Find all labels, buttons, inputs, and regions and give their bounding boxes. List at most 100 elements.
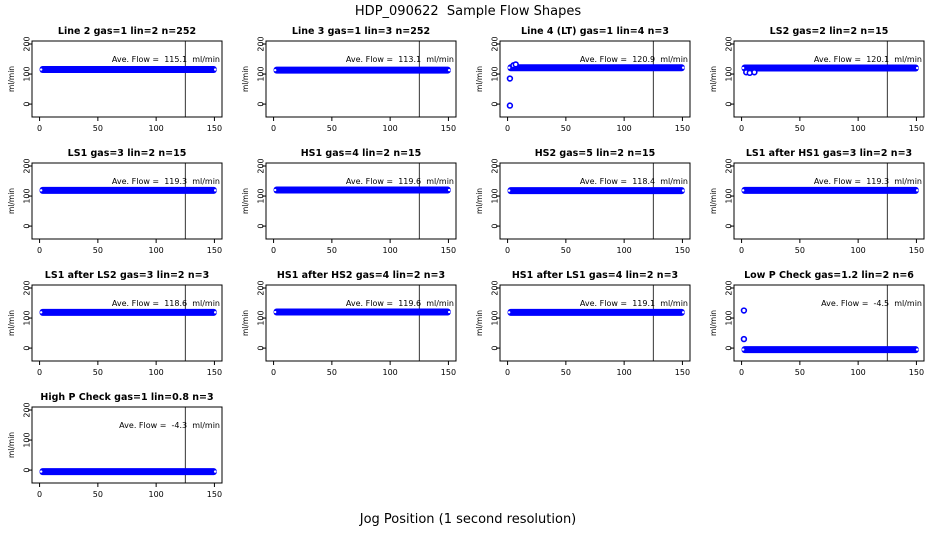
panel-title: HS1 after HS2 gas=4 lin=2 n=3 [277, 270, 445, 281]
x-tick-label: 150 [207, 490, 222, 499]
flow-panel: LS1 gas=3 lin=2 n=15 0 100 200 0 50 100 150 ml/m… [7, 148, 223, 255]
plot-cell: HS1 after LS1 gas=4 lin=2 n=3 0 100 200 0 50 1… [468, 266, 702, 388]
plot-cell: LS2 gas=2 lin=2 n=15 0 100 200 0 50 100 150 ml/m… [702, 22, 936, 144]
flow-panel: LS1 after HS1 gas=3 lin=2 n=3 0 100 200 0 50 1… [709, 148, 925, 255]
y-tick-label: 200 [23, 36, 32, 51]
plot-cell: LS1 after LS2 gas=3 lin=2 n=3 0 100 200 0 50 1… [0, 266, 234, 388]
x-tick-label: 50 [327, 246, 337, 255]
x-tick-label: 0 [505, 368, 510, 377]
panel-title: LS1 gas=3 lin=2 n=15 [68, 148, 187, 159]
y-axis-label: ml/min [709, 188, 718, 214]
y-tick-label: 0 [257, 102, 266, 107]
band-end-dot [741, 66, 745, 70]
band-end-dot [741, 348, 745, 351]
panel-title: High P Check gas=1 lin=0.8 n=3 [40, 392, 213, 403]
y-axis-label: ml/min [241, 188, 250, 214]
data-band [507, 64, 685, 72]
x-tick-label: 100 [383, 368, 398, 377]
x-tick-label: 100 [149, 246, 164, 255]
band-end-dot [915, 348, 919, 351]
data-band [39, 186, 217, 194]
data-band [273, 186, 451, 194]
band-end-dot [447, 68, 451, 72]
empty-cell [468, 388, 702, 510]
plot-box [265, 162, 457, 240]
band-end-dot [273, 68, 277, 72]
ave-flow-annotation: Ave. Flow = 119.1 ml/min [580, 299, 688, 308]
x-tick-label: 150 [207, 246, 222, 255]
y-tick-label: 100 [257, 310, 266, 325]
band-end-dot [447, 188, 451, 192]
x-tick-label: 150 [909, 368, 924, 377]
band-end-dot [447, 310, 451, 314]
y-tick-label: 0 [23, 224, 32, 229]
x-tick-label: 50 [327, 124, 337, 133]
empty-cell [702, 388, 936, 510]
plot-cell: HS2 gas=5 lin=2 n=15 0 100 200 0 50 100 150 ml/m… [468, 144, 702, 266]
band-end-dot [39, 470, 43, 473]
x-tick-label: 0 [505, 124, 510, 133]
y-tick-label: 0 [23, 346, 32, 351]
x-tick-label: 50 [327, 368, 337, 377]
plot-box [499, 40, 691, 118]
ave-flow-annotation: Ave. Flow = 119.3 ml/min [112, 177, 220, 186]
flow-panel: HS1 gas=4 lin=2 n=15 0 100 200 0 50 100 150 ml/m… [241, 148, 457, 255]
y-tick-label: 200 [725, 158, 734, 173]
y-tick-label: 0 [491, 346, 500, 351]
plot-box [499, 162, 691, 240]
data-band [273, 308, 451, 316]
band-end-dot [213, 68, 217, 71]
y-tick-label: 0 [725, 224, 734, 229]
x-tick-label: 150 [909, 246, 924, 255]
ave-flow-annotation: Ave. Flow = 118.6 ml/min [112, 299, 220, 308]
y-tick-label: 200 [491, 36, 500, 51]
x-tick-label: 100 [851, 124, 866, 133]
ave-flow-annotation: Ave. Flow = 118.4 ml/min [580, 177, 688, 186]
flow-panel: Low P Check gas=1.2 lin=2 n=6 0 100 200 0 50 1… [709, 270, 925, 377]
outlier-point [740, 307, 748, 314]
data-band [507, 187, 685, 195]
y-tick-label: 0 [257, 224, 266, 229]
outlier-point [506, 75, 514, 82]
plot-cell: HS1 gas=4 lin=2 n=15 0 100 200 0 50 100 150 ml/m… [234, 144, 468, 266]
y-tick-label: 200 [23, 158, 32, 173]
y-tick-label: 100 [725, 66, 734, 81]
outlier-point [740, 335, 748, 343]
flow-panel: Line 2 gas=1 lin=2 n=252 0 100 200 0 50 100 150… [7, 26, 223, 133]
data-band [39, 308, 217, 316]
plot-cell: Line 2 gas=1 lin=2 n=252 0 100 200 0 50 100 150… [0, 22, 234, 144]
plot-box [31, 40, 223, 118]
panel-title: HS1 gas=4 lin=2 n=15 [301, 148, 422, 159]
ave-flow-annotation: Ave. Flow = 119.6 ml/min [346, 299, 454, 308]
x-tick-label: 100 [383, 124, 398, 133]
data-band [741, 64, 919, 72]
flow-panel: LS2 gas=2 lin=2 n=15 0 100 200 0 50 100 150 ml/m… [709, 26, 925, 133]
x-tick-label: 150 [207, 124, 222, 133]
ave-flow-annotation: Ave. Flow = -4.5 ml/min [821, 299, 922, 308]
band-end-dot [915, 66, 919, 70]
x-tick-label: 0 [739, 368, 744, 377]
x-tick-label: 50 [795, 124, 805, 133]
band-end-dot [681, 311, 685, 314]
band-end-dot [681, 189, 685, 192]
panel-title: Line 3 gas=1 lin=3 n=252 [292, 26, 430, 37]
panel-title: LS1 after HS1 gas=3 lin=2 n=3 [746, 148, 912, 159]
band-end-dot [507, 66, 511, 69]
flow-panel: High P Check gas=1 lin=0.8 n=3 0 100 200 0 50… [7, 392, 223, 499]
data-band [741, 186, 919, 194]
band-end-dot [213, 311, 217, 314]
data-band [39, 468, 217, 476]
outlier-point [506, 102, 514, 109]
data-band [39, 66, 217, 74]
y-tick-label: 100 [23, 188, 32, 203]
y-tick-label: 200 [23, 402, 32, 417]
y-tick-label: 100 [257, 66, 266, 81]
x-tick-label: 150 [675, 124, 690, 133]
plot-cell: Line 3 gas=1 lin=3 n=252 0 100 200 0 50 100 150… [234, 22, 468, 144]
x-tick-label: 100 [851, 246, 866, 255]
plot-grid: Line 2 gas=1 lin=2 n=252 0 100 200 0 50 100 150… [0, 22, 936, 510]
plot-box [265, 40, 457, 118]
x-tick-label: 50 [561, 368, 571, 377]
panel-title: HS2 gas=5 lin=2 n=15 [535, 148, 656, 159]
band-end-dot [39, 68, 43, 71]
